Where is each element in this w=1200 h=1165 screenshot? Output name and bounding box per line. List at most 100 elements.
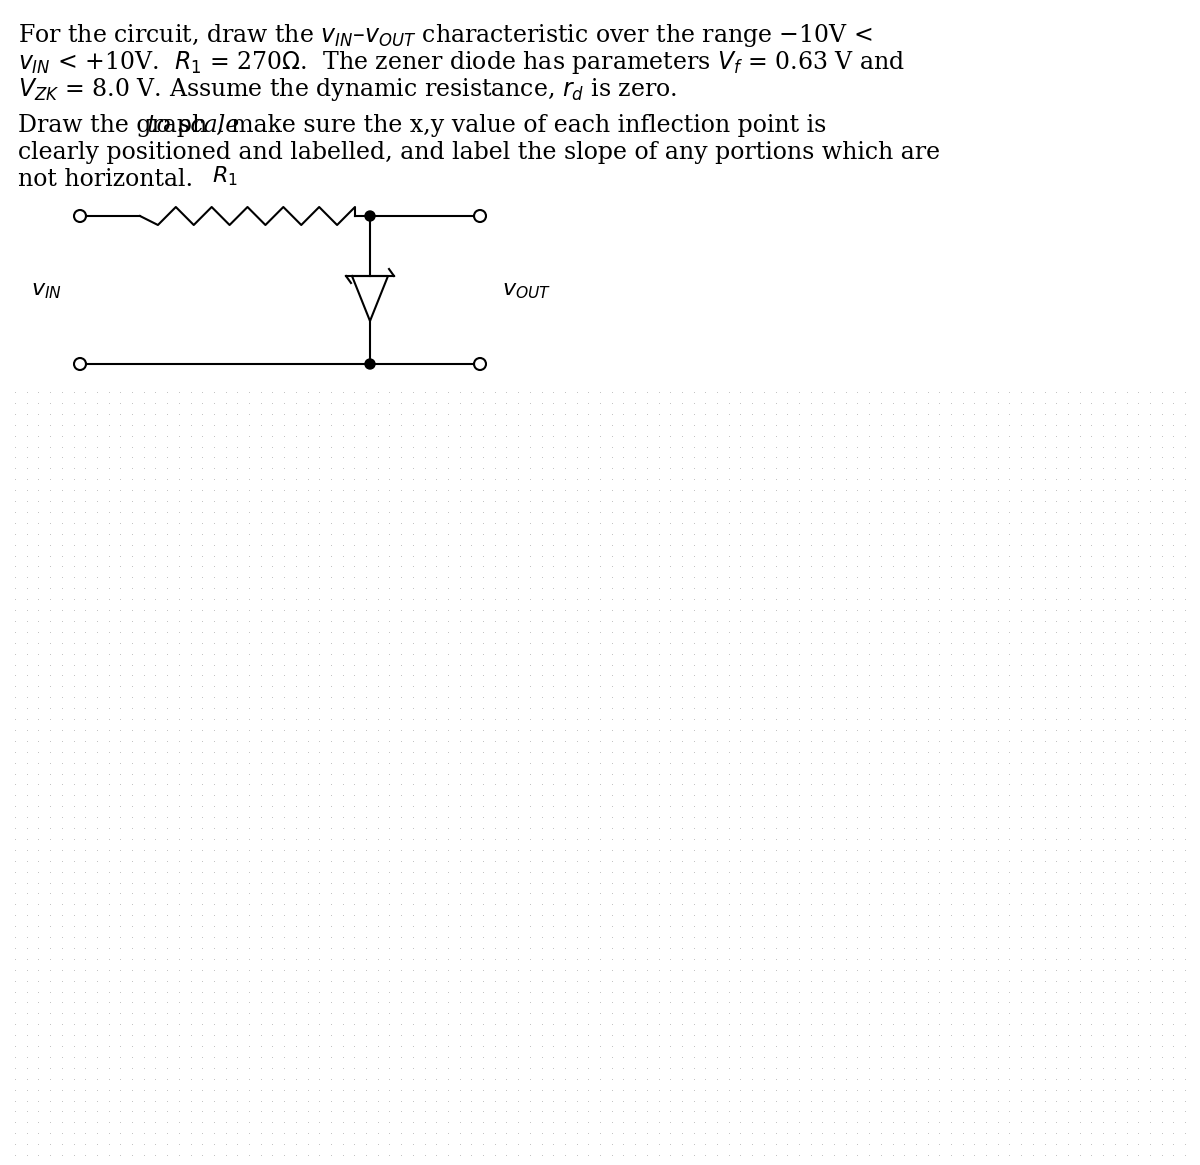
Point xyxy=(953,612,972,630)
Point xyxy=(802,535,821,553)
Point xyxy=(544,1124,563,1143)
Point xyxy=(1000,579,1019,598)
Point xyxy=(544,666,563,685)
Point xyxy=(204,437,223,456)
Point xyxy=(438,524,457,543)
Point xyxy=(403,721,422,740)
Point xyxy=(275,1025,294,1044)
Point xyxy=(485,622,504,641)
Point xyxy=(672,960,691,979)
Point xyxy=(719,524,738,543)
Point xyxy=(1034,416,1054,435)
Point xyxy=(1034,394,1054,412)
Point xyxy=(368,481,388,500)
Point xyxy=(1046,764,1066,783)
Point xyxy=(134,1047,154,1066)
Point xyxy=(847,1092,866,1110)
Point xyxy=(719,939,738,958)
Point xyxy=(1164,906,1183,925)
Point xyxy=(1105,906,1124,925)
Point xyxy=(625,819,644,838)
Point xyxy=(286,666,305,685)
Point xyxy=(1012,1092,1031,1110)
Point xyxy=(344,666,364,685)
Point xyxy=(660,382,679,401)
Point xyxy=(1000,1004,1019,1023)
Point xyxy=(544,449,563,467)
Point xyxy=(251,1025,270,1044)
Point xyxy=(485,535,504,553)
Point xyxy=(1000,535,1019,553)
Point xyxy=(415,612,434,630)
Point xyxy=(497,524,516,543)
Point xyxy=(403,1004,422,1023)
Point xyxy=(847,481,866,500)
Point xyxy=(298,1092,317,1110)
Point xyxy=(497,906,516,925)
Point xyxy=(1128,764,1147,783)
Point xyxy=(894,557,914,576)
Point xyxy=(228,1037,247,1055)
Point xyxy=(368,622,388,641)
Point xyxy=(1034,601,1054,620)
Point xyxy=(379,884,398,903)
Point xyxy=(672,1069,691,1088)
Point xyxy=(169,709,188,728)
Point xyxy=(169,895,188,913)
Point xyxy=(145,589,164,608)
Point xyxy=(322,754,341,772)
Point xyxy=(64,449,83,467)
Point xyxy=(427,927,446,946)
Point xyxy=(566,634,586,652)
Point xyxy=(847,960,866,979)
Point xyxy=(391,546,410,565)
Point xyxy=(1176,895,1195,913)
Point xyxy=(473,721,493,740)
Point xyxy=(415,404,434,423)
Point xyxy=(497,404,516,423)
Point xyxy=(1000,514,1019,532)
Point xyxy=(590,917,610,935)
Point xyxy=(754,394,773,412)
Point xyxy=(497,786,516,805)
Point xyxy=(1046,775,1066,793)
Point xyxy=(263,634,282,652)
Point xyxy=(379,1004,398,1023)
Point xyxy=(379,449,398,467)
Point xyxy=(263,775,282,793)
Point xyxy=(1093,927,1112,946)
Point xyxy=(415,557,434,576)
Point xyxy=(88,535,107,553)
Point xyxy=(521,524,540,543)
Point xyxy=(625,557,644,576)
Point xyxy=(64,862,83,881)
Point xyxy=(824,481,844,500)
Point xyxy=(977,622,996,641)
Point xyxy=(1117,546,1136,565)
Point xyxy=(847,524,866,543)
Point xyxy=(1117,1113,1136,1131)
Point xyxy=(228,852,247,870)
Point xyxy=(532,895,551,913)
Point xyxy=(743,1004,762,1023)
Point xyxy=(942,514,961,532)
Point xyxy=(625,1092,644,1110)
Point xyxy=(1082,917,1102,935)
Point xyxy=(696,449,715,467)
Point xyxy=(1024,732,1043,750)
Point xyxy=(708,829,727,848)
Point xyxy=(275,709,294,728)
Point xyxy=(1070,687,1090,706)
Point xyxy=(625,546,644,565)
Point xyxy=(1024,840,1043,859)
Point xyxy=(930,699,949,718)
Point xyxy=(240,1047,259,1066)
Point xyxy=(17,1047,36,1066)
Point xyxy=(391,622,410,641)
Point xyxy=(473,1047,493,1066)
Point xyxy=(497,1124,516,1143)
Point xyxy=(1070,786,1090,805)
Point xyxy=(240,601,259,620)
Point xyxy=(1164,972,1183,990)
Point xyxy=(1000,797,1019,815)
